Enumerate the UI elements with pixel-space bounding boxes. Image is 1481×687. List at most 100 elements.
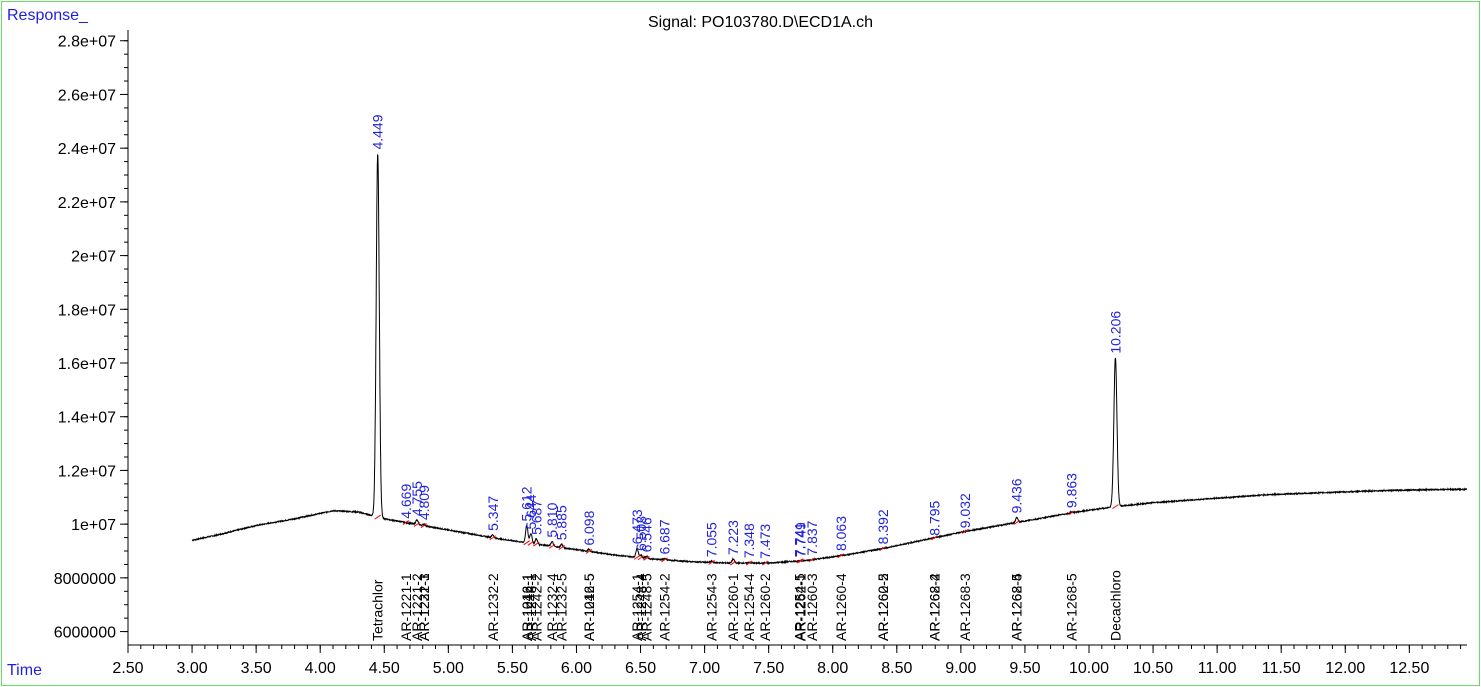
compound-label: AR-1254-3 <box>704 573 720 641</box>
x-tick-label: 11.00 <box>1198 660 1237 677</box>
peak-baseline-mark <box>637 555 645 561</box>
x-tick-label: 8.50 <box>881 660 912 677</box>
peak-baseline-mark <box>402 520 410 525</box>
peak-baseline-mark <box>489 535 497 541</box>
x-tick-label: 10.00 <box>1069 660 1109 677</box>
peak-label: 6.473 <box>629 509 645 544</box>
compound-label: AR-1232-5 <box>554 573 570 641</box>
peak-baseline-mark <box>633 554 641 560</box>
peak-baseline-mark <box>374 514 382 520</box>
peak-baseline-mark <box>796 558 803 564</box>
peak-baseline-mark <box>548 543 556 549</box>
y-tick-label: 2.2e+07 <box>58 195 116 212</box>
peak-label: 7.741 <box>792 522 808 557</box>
x-tick-label: 4.50 <box>369 660 400 677</box>
x-tick-label: 11.50 <box>1262 660 1301 677</box>
peak-baseline-mark <box>729 560 737 566</box>
compound-label: AR-1221-1 <box>398 573 414 641</box>
peak-baseline-mark <box>708 560 715 565</box>
compound-label: AR-1268-4 <box>1009 573 1025 641</box>
x-tick-label: 6.50 <box>625 660 656 677</box>
compound-label: Tetrachlor <box>370 579 386 641</box>
compound-label: AR-1260-4 <box>833 573 849 641</box>
x-tick-label: 8.00 <box>817 660 848 677</box>
peak-label: 7.223 <box>725 520 741 555</box>
peak-baseline-mark <box>745 560 753 566</box>
peak-label: 4.669 <box>398 484 414 519</box>
compound-label: AR-1248-5 <box>638 573 654 641</box>
peak-baseline-mark <box>527 540 535 546</box>
peak-baseline-mark <box>1112 504 1119 510</box>
peak-label: 7.055 <box>704 522 720 557</box>
compound-label: AR-1248-4 <box>633 573 649 641</box>
peak-baseline-mark <box>523 540 531 546</box>
y-tick-label: 2.8e+07 <box>58 34 116 51</box>
compound-label: AR-1260-5 <box>875 573 891 641</box>
peak-label: 9.436 <box>1009 478 1025 513</box>
compound-label: AR-1254-1 <box>629 573 645 641</box>
y-tick-label: 8000000 <box>54 571 116 588</box>
peak-label: 7.473 <box>757 524 773 559</box>
peak-label: 5.687 <box>528 500 544 535</box>
peak-baseline-mark <box>643 555 650 561</box>
peak-baseline-mark <box>961 529 969 534</box>
x-tick-label: 12.00 <box>1325 660 1365 677</box>
peak-label: 6.687 <box>656 519 672 554</box>
compound-label: AR-1254-4 <box>741 573 757 641</box>
peak-baseline-mark <box>420 523 428 529</box>
peak-baseline-mark <box>1013 520 1021 525</box>
compound-label: AR-1268-5 <box>1063 573 1079 641</box>
peak-baseline-mark <box>558 545 566 551</box>
peak-label: 7.749 <box>793 522 809 557</box>
y-tick-label: 6000000 <box>54 625 116 642</box>
x-tick-label: 9.00 <box>945 660 976 677</box>
y-tick-label: 1.2e+07 <box>58 463 116 480</box>
peak-baseline-mark <box>533 541 540 547</box>
peak-baseline-mark <box>761 560 769 566</box>
y-tick-label: 1.4e+07 <box>58 410 116 427</box>
compound-label: AR-1260-1 <box>725 573 741 641</box>
compound-label: AR-1260-2 <box>757 573 773 641</box>
y-tick-label: 1e+07 <box>71 517 116 534</box>
compound-label: AR-1221-2 <box>409 573 425 641</box>
compound-label: AR-1268-3 <box>957 573 973 641</box>
compound-label: AR-1262-4 <box>927 573 943 641</box>
peak-label: 4.755 <box>409 481 425 516</box>
y-axis-label: Response_ <box>7 7 88 24</box>
compound-label: AR-1268-2 <box>927 573 943 641</box>
peak-label: 7.837 <box>804 520 820 555</box>
x-tick-label: 5.00 <box>433 660 464 677</box>
chart-title: Signal: PO103780.D\ECD1A.ch <box>648 14 874 31</box>
x-tick-label: 3.00 <box>176 660 207 677</box>
compound-label: AR-1262-1 <box>793 573 809 641</box>
y-tick-label: 2.6e+07 <box>58 87 116 104</box>
peak-baseline-mark <box>879 546 887 551</box>
peak-baseline-mark <box>837 553 845 559</box>
peak-baseline-mark <box>931 535 938 541</box>
peak-label: 8.795 <box>927 500 943 535</box>
compound-label: AR-1254-5 <box>792 573 808 641</box>
peak-baseline-mark <box>1068 510 1075 516</box>
peak-baseline-mark <box>808 557 816 563</box>
x-tick-label: 2.50 <box>112 660 143 677</box>
peak-label: 8.392 <box>875 509 891 544</box>
x-tick-label: 3.50 <box>241 660 272 677</box>
peak-label: 5.612 <box>519 486 535 521</box>
peak-label: 5.810 <box>544 502 560 537</box>
signal-trace <box>191 153 1468 566</box>
x-axis-label: Time <box>7 662 42 679</box>
peak-label: 5.644 <box>523 494 539 529</box>
compound-label: AR-1016-5 <box>581 573 597 641</box>
y-tick-label: 2e+07 <box>71 249 116 266</box>
peak-baseline-mark <box>797 558 804 564</box>
compound-label: AR-1221-3 <box>416 573 432 641</box>
compound-label: AR-1232-1 <box>416 573 432 641</box>
compound-label: AR-1242-1 <box>519 573 535 641</box>
compound-label: AR-1260-3 <box>804 573 820 641</box>
y-tick-label: 2.4e+07 <box>58 141 116 158</box>
compound-label: AR-1262-2 <box>875 573 891 641</box>
compound-label: AR-1262-5 <box>1009 573 1025 641</box>
x-tick-label: 4.00 <box>305 660 336 677</box>
